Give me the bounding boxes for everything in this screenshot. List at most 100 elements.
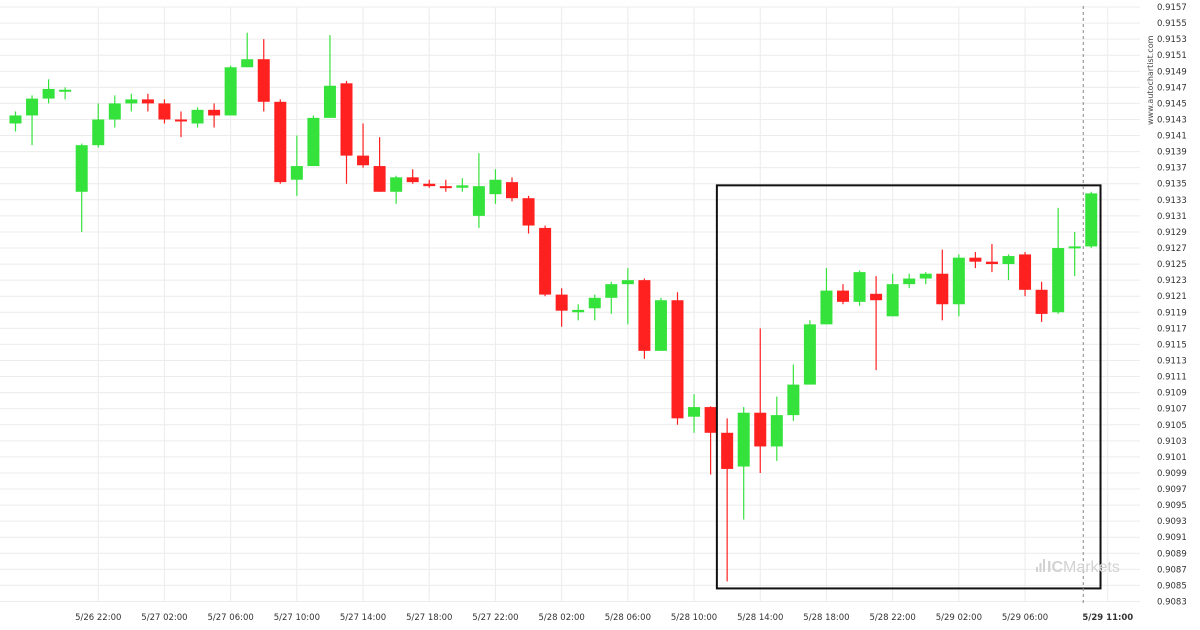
candles (9, 32, 1098, 582)
candle-body (820, 290, 833, 325)
y-tick-label: 0.9093 (1157, 517, 1187, 527)
x-tick-label: 5/29 06:00 (1002, 613, 1048, 623)
y-tick-label: 0.9117 (1157, 324, 1187, 334)
x-tick-label: 5/27 06:00 (208, 613, 254, 623)
y-tick-label: 0.9145 (1157, 99, 1187, 109)
candle-body (1035, 289, 1048, 314)
candle-body (522, 198, 535, 226)
candle (406, 169, 419, 184)
candle (985, 243, 998, 273)
candle (654, 297, 667, 351)
candle (853, 270, 866, 306)
candle (323, 35, 336, 118)
y-tick-label: 0.9103 (1157, 437, 1187, 447)
x-tick-label: 5/28 06:00 (605, 613, 651, 623)
candle (456, 178, 469, 192)
candle (175, 111, 187, 138)
candle-body (257, 59, 270, 102)
candle (688, 394, 701, 433)
candle (357, 123, 370, 168)
candle (42, 79, 55, 104)
candle (621, 268, 634, 325)
watermark: ICMarkets (1036, 559, 1120, 576)
y-tick-label: 0.9133 (1157, 196, 1187, 206)
candle-body (985, 261, 998, 265)
candle (803, 320, 816, 385)
bar-signal-icon (1036, 559, 1045, 572)
candle-body (539, 227, 552, 295)
y-tick-label: 0.9113 (1157, 356, 1187, 366)
candle (969, 252, 982, 269)
candle-body (754, 412, 767, 447)
candle-body (340, 83, 353, 156)
candle (489, 169, 502, 204)
y-tick-label: 0.9101 (1157, 453, 1187, 463)
candle-body (1052, 248, 1065, 313)
y-tick-label: 0.9089 (1157, 549, 1187, 559)
candle-body (274, 101, 287, 183)
candle-body (671, 300, 684, 419)
candle-body (75, 145, 88, 192)
candle-body (9, 115, 22, 124)
side-label: www.autochartist.com (1146, 35, 1155, 125)
x-axis-ticks: 5/26 22:00 5/27 02:00 5/27 06:00 5/27 10:00… (75, 613, 1133, 623)
y-tick-label: 0.9141 (1157, 132, 1187, 142)
candle-body (721, 432, 734, 469)
y-tick-label: 0.9087 (1157, 565, 1187, 575)
candle (820, 268, 833, 325)
y-tick-label: 0.9147 (1157, 83, 1187, 93)
y-tick-label: 0.9125 (1157, 260, 1187, 270)
candle (1068, 231, 1081, 277)
candle-body (439, 186, 452, 189)
candle (638, 278, 651, 359)
candle (26, 95, 39, 146)
candle (572, 304, 585, 321)
y-tick-label: 0.9091 (1157, 533, 1187, 543)
y-tick-label: 0.9153 (1157, 35, 1187, 45)
x-tick-label: 5/28 18:00 (803, 613, 849, 623)
candle (208, 103, 221, 128)
candle-body (92, 119, 105, 146)
candle-body (506, 182, 518, 199)
candle-body (936, 273, 949, 305)
candle-body (42, 88, 55, 99)
candle (257, 39, 270, 112)
candle-body (141, 99, 154, 104)
candle (704, 406, 717, 475)
y-tick-label: 0.9143 (1157, 115, 1187, 125)
candle (158, 99, 171, 124)
candle-body (1085, 193, 1098, 247)
candle-body (870, 293, 883, 301)
candle-body (605, 284, 618, 298)
y-tick-label: 0.9155 (1157, 19, 1187, 29)
candle (472, 153, 485, 228)
candle (870, 276, 883, 371)
x-tick-label: 5/28 14:00 (737, 613, 783, 623)
candle-body (373, 166, 386, 192)
candle (290, 135, 303, 196)
candle-body (1002, 256, 1015, 265)
candle-body (638, 280, 651, 351)
candle (191, 107, 204, 128)
candle (9, 111, 22, 132)
candle (754, 328, 767, 473)
candle (241, 32, 254, 68)
candle-body (456, 185, 469, 188)
x-tick-label: 5/27 10:00 (274, 613, 320, 623)
candle (1052, 207, 1065, 314)
candle (390, 175, 403, 204)
candle (919, 272, 932, 285)
candle (555, 288, 568, 327)
candle-body (572, 309, 585, 313)
candle-body (704, 407, 717, 433)
y-tick-label: 0.9083 (1157, 598, 1187, 608)
candle (125, 93, 138, 112)
candle-body (472, 186, 485, 216)
candle-body (969, 257, 982, 262)
candle (92, 103, 105, 148)
candle (1035, 281, 1048, 322)
candle-body (125, 99, 138, 104)
candle-body (837, 290, 849, 302)
candle-body (621, 280, 634, 285)
